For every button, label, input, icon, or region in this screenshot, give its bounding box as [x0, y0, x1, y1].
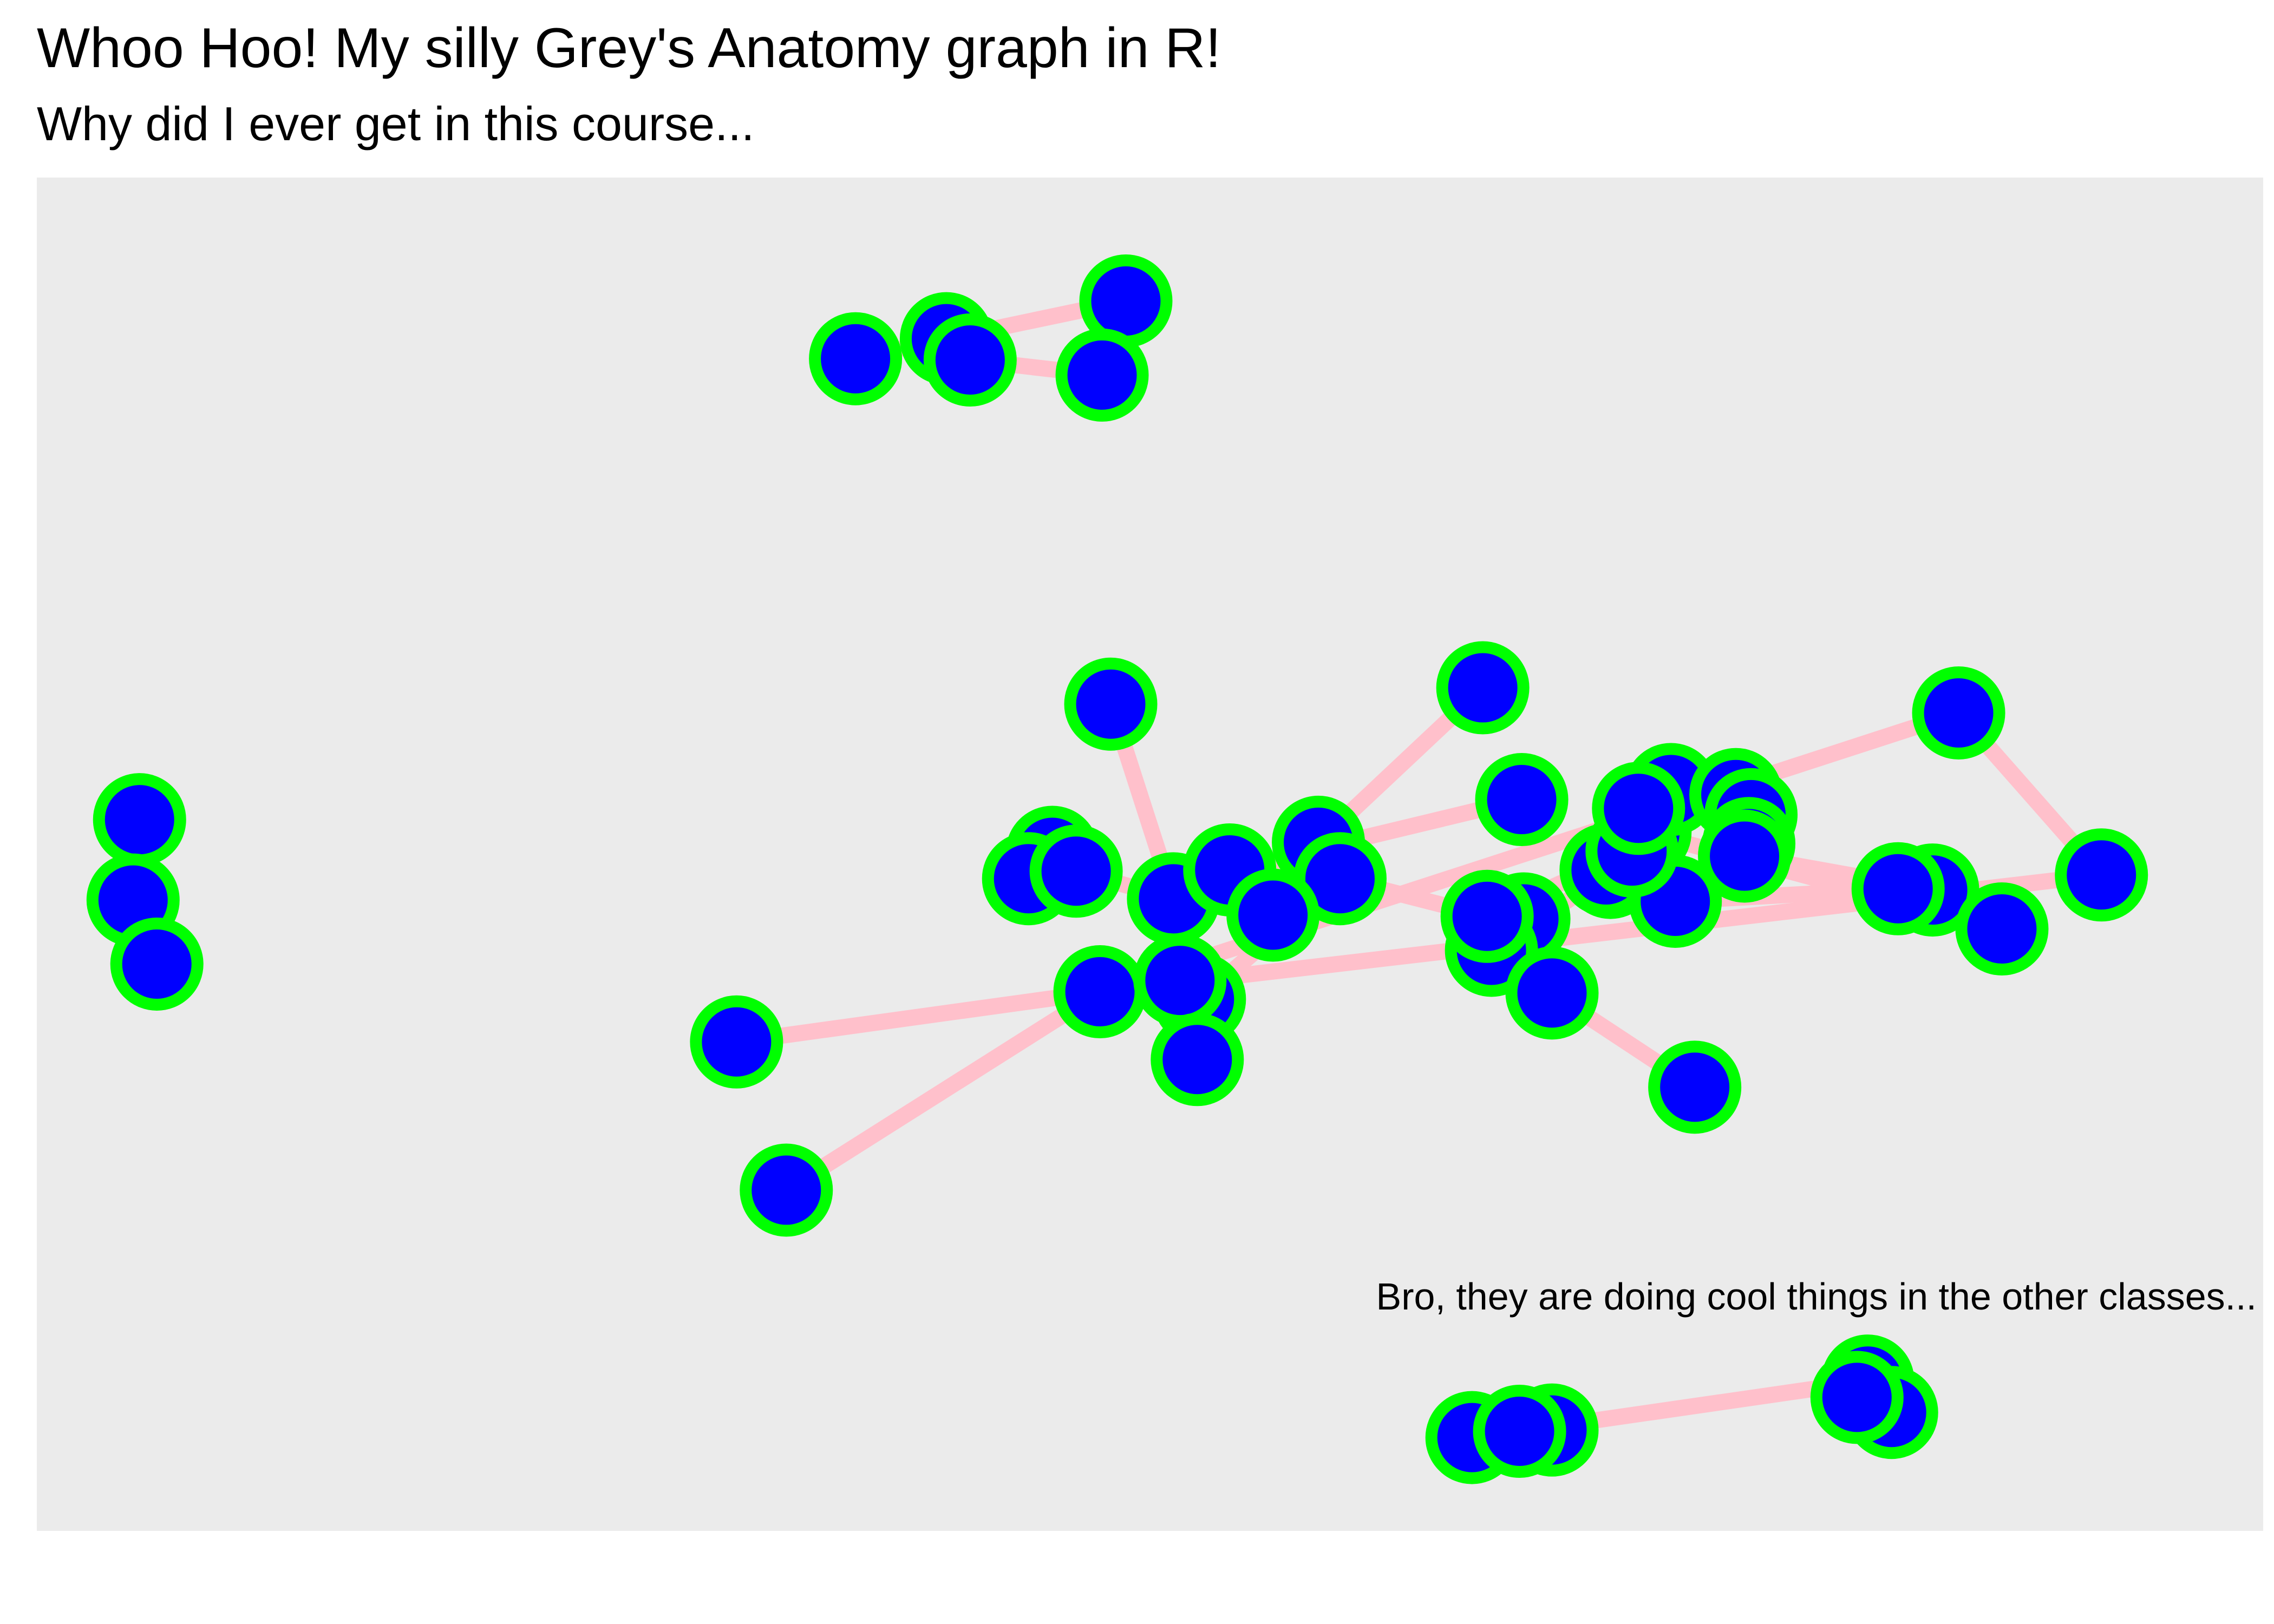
- node-23: [1436, 641, 1530, 735]
- edge-16: [735, 984, 1101, 1050]
- nodes-layer: [86, 254, 2148, 1484]
- node-22: [1151, 1013, 1244, 1106]
- node-11: [1029, 824, 1123, 918]
- node-45: [1851, 842, 1945, 935]
- node-20: [690, 995, 783, 1089]
- chart-caption: Bro, they are doing cool things in the o…: [1376, 1275, 2257, 1318]
- node-16: [1226, 868, 1320, 962]
- node-44: [1955, 882, 2049, 975]
- node-19: [1133, 934, 1227, 1027]
- edge-17: [782, 985, 1105, 1197]
- node-41: [1912, 666, 2005, 759]
- node-8: [1064, 657, 1158, 751]
- node-39: [1592, 762, 1685, 855]
- node-24: [1475, 753, 1569, 847]
- node-28: [1505, 946, 1599, 1040]
- node-51: [1810, 1351, 1904, 1444]
- node-29: [1648, 1040, 1742, 1134]
- node-2: [923, 313, 1017, 407]
- chart-title: Whoo Hoo! My silly Grey's Anatomy graph …: [37, 17, 1221, 80]
- node-40: [1698, 809, 1792, 903]
- node-17: [1053, 945, 1147, 1038]
- node-48: [1473, 1385, 1566, 1478]
- node-27: [1440, 869, 1534, 963]
- node-7: [110, 917, 204, 1011]
- node-0: [809, 312, 903, 405]
- node-42: [2055, 828, 2148, 922]
- chart-subtitle: Why did I ever get in this course...: [37, 97, 755, 150]
- node-5: [93, 773, 186, 867]
- node-4: [1055, 328, 1149, 422]
- node-21: [740, 1143, 833, 1237]
